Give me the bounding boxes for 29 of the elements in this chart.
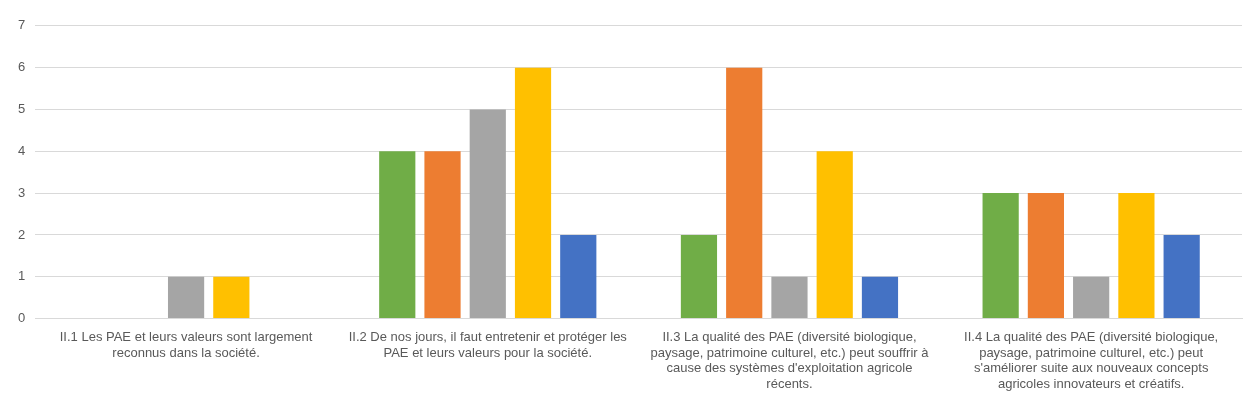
x-tick-label: II.1 Les PAE et leurs valeurs sont largement reconnus dans la société.	[59, 328, 313, 360]
y-tick-label: 6	[18, 59, 26, 75]
bar	[1118, 193, 1155, 319]
y-tick-label: 7	[18, 17, 26, 33]
bar	[1073, 276, 1110, 319]
bar	[771, 276, 808, 319]
x-tick-label: II.2 De nos jours, il faut entretenir et protéger les PAE et leurs valeurs pour la société.	[348, 328, 628, 360]
y-tick-label: 2	[18, 226, 26, 242]
x-tick-label: II.3 La qualité des PAE (diversité biologique, paysage, patrimoine culturel, etc.) peut souffrir à cause des systèmes d'exploitation agricole récents.	[650, 328, 930, 391]
bar	[726, 67, 763, 319]
bar	[1163, 234, 1200, 319]
bar	[680, 234, 718, 319]
x-tick-label: II.4 La qualité des PAE (diversité biologique, paysage, patrimoine culturel, etc.) peut s'améliorer suite aux nouveaux concepts agricoles innovateurs et créatifs.	[964, 328, 1219, 391]
y-tick-label: 5	[18, 101, 26, 117]
bar	[861, 276, 899, 319]
y-tick-label: 1	[18, 268, 26, 284]
bar	[424, 151, 461, 319]
bar	[1027, 193, 1064, 319]
bar	[379, 151, 416, 319]
bar	[982, 193, 1019, 319]
bar	[816, 151, 853, 319]
bar	[469, 109, 506, 319]
y-tick-label: 0	[18, 310, 26, 326]
bar	[514, 67, 552, 319]
bar	[167, 276, 205, 319]
bar	[213, 276, 250, 319]
y-tick-label: 4	[18, 142, 26, 158]
bar	[560, 234, 597, 319]
y-tick-label: 3	[18, 184, 26, 200]
